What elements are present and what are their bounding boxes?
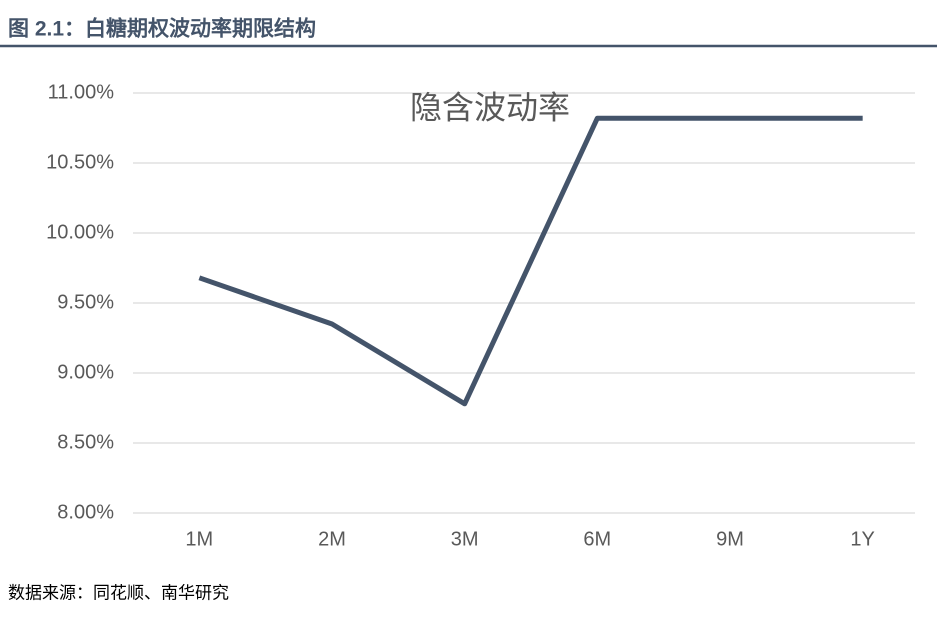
x-tick-label: 6M xyxy=(583,528,611,550)
y-tick-label: 9.50% xyxy=(57,291,114,313)
y-tick-label: 10.00% xyxy=(46,221,114,243)
x-tick-label: 1Y xyxy=(850,528,874,550)
y-tick-label: 11.00% xyxy=(48,81,115,103)
x-tick-label: 2M xyxy=(318,528,346,550)
series-label: 隐含波动率 xyxy=(410,89,570,125)
y-tick-label: 8.00% xyxy=(57,501,114,523)
data-line xyxy=(198,115,863,407)
x-tick-label: 3M xyxy=(451,528,479,550)
y-tick-label: 10.50% xyxy=(46,151,114,173)
source-note: 数据来源：同花顺、南华研究 xyxy=(8,583,229,602)
y-tick-label: 9.00% xyxy=(57,361,114,383)
x-tick-label: 9M xyxy=(716,528,744,550)
x-tick-label: 1M xyxy=(185,528,213,550)
chart-title: 图 2.1：白糖期权波动率期限结构 xyxy=(8,17,316,41)
y-tick-label: 8.50% xyxy=(57,431,114,453)
